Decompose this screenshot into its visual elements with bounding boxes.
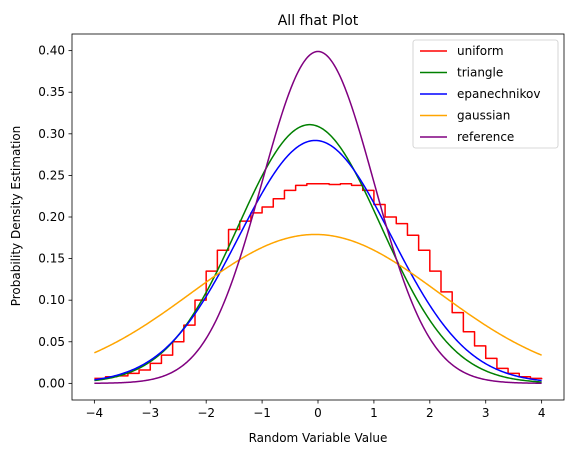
legend-label-triangle: triangle xyxy=(457,66,503,80)
y-tick-label: 0.20 xyxy=(38,210,65,224)
y-tick-label: 0.40 xyxy=(38,44,65,58)
legend-label-uniform: uniform xyxy=(457,44,504,58)
x-tick-label: 3 xyxy=(482,406,490,420)
series-line-uniform xyxy=(94,182,543,380)
legend: uniform triangle epanechnikov gaussian refer… xyxy=(412,39,559,149)
x-tick-label: 4 xyxy=(538,406,546,420)
x-tick-label: −4 xyxy=(86,406,104,420)
y-tick-label: 0.25 xyxy=(38,168,65,182)
y-axis-label: Probability Density Estimation xyxy=(9,126,23,307)
x-tick-label: 2 xyxy=(426,406,434,420)
y-tick-label: 0.35 xyxy=(38,85,65,99)
legend-label-gaussian: gaussian xyxy=(457,109,510,123)
legend-label-epanechnikov: epanechnikov xyxy=(457,87,540,101)
x-axis: −4 −3 −2 −1 0 1 2 3 4 xyxy=(86,400,546,420)
y-tick-label: 0.30 xyxy=(38,127,65,141)
legend-box xyxy=(412,39,559,149)
y-tick-label: 0.15 xyxy=(38,252,65,266)
x-tick-label: −1 xyxy=(253,406,271,420)
x-tick-label: 1 xyxy=(370,406,378,420)
y-tick-label: 0.05 xyxy=(38,335,65,349)
x-tick-label: −3 xyxy=(141,406,159,420)
x-tick-label: −2 xyxy=(197,406,215,420)
y-tick-label: 0.00 xyxy=(38,376,65,390)
y-axis: 0.00 0.05 0.10 0.15 0.20 0.25 0.30 0.35 0.40 xyxy=(38,44,72,390)
x-axis-label: Random Variable Value xyxy=(249,431,388,445)
chart-title: All fhat Plot xyxy=(278,13,359,29)
y-tick-label: 0.10 xyxy=(38,293,65,307)
legend-label-reference: reference xyxy=(457,130,514,144)
series-line-epanechnikov xyxy=(94,139,542,382)
x-tick-label: 0 xyxy=(314,406,322,420)
series-line-reference xyxy=(94,50,542,384)
series-line-gaussian xyxy=(94,233,542,356)
